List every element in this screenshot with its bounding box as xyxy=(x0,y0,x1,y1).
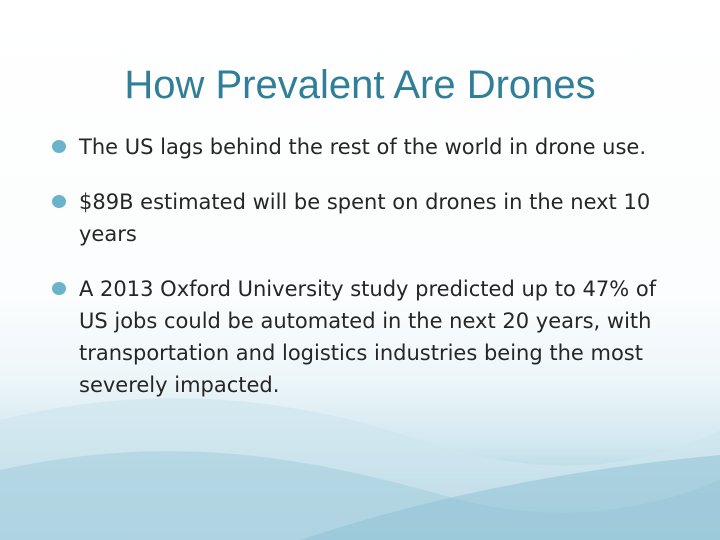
bullet-list: The US lags behind the rest of the world… xyxy=(52,131,672,424)
bullet-item: The US lags behind the rest of the world… xyxy=(52,131,672,163)
bullet-circle-icon xyxy=(52,195,66,208)
bullet-item: $89B estimated will be spent on drones i… xyxy=(52,186,672,250)
bullet-circle-icon xyxy=(52,140,66,153)
bullet-text: $89B estimated will be spent on drones i… xyxy=(79,190,651,246)
slide-title: How Prevalent Are Drones xyxy=(124,63,596,107)
bullet-circle-icon xyxy=(52,282,66,295)
bullet-text: A 2013 Oxford University study predicted… xyxy=(79,277,657,397)
bullet-text: The US lags behind the rest of the world… xyxy=(79,135,647,159)
bullet-item: A 2013 Oxford University study predicted… xyxy=(52,273,672,401)
